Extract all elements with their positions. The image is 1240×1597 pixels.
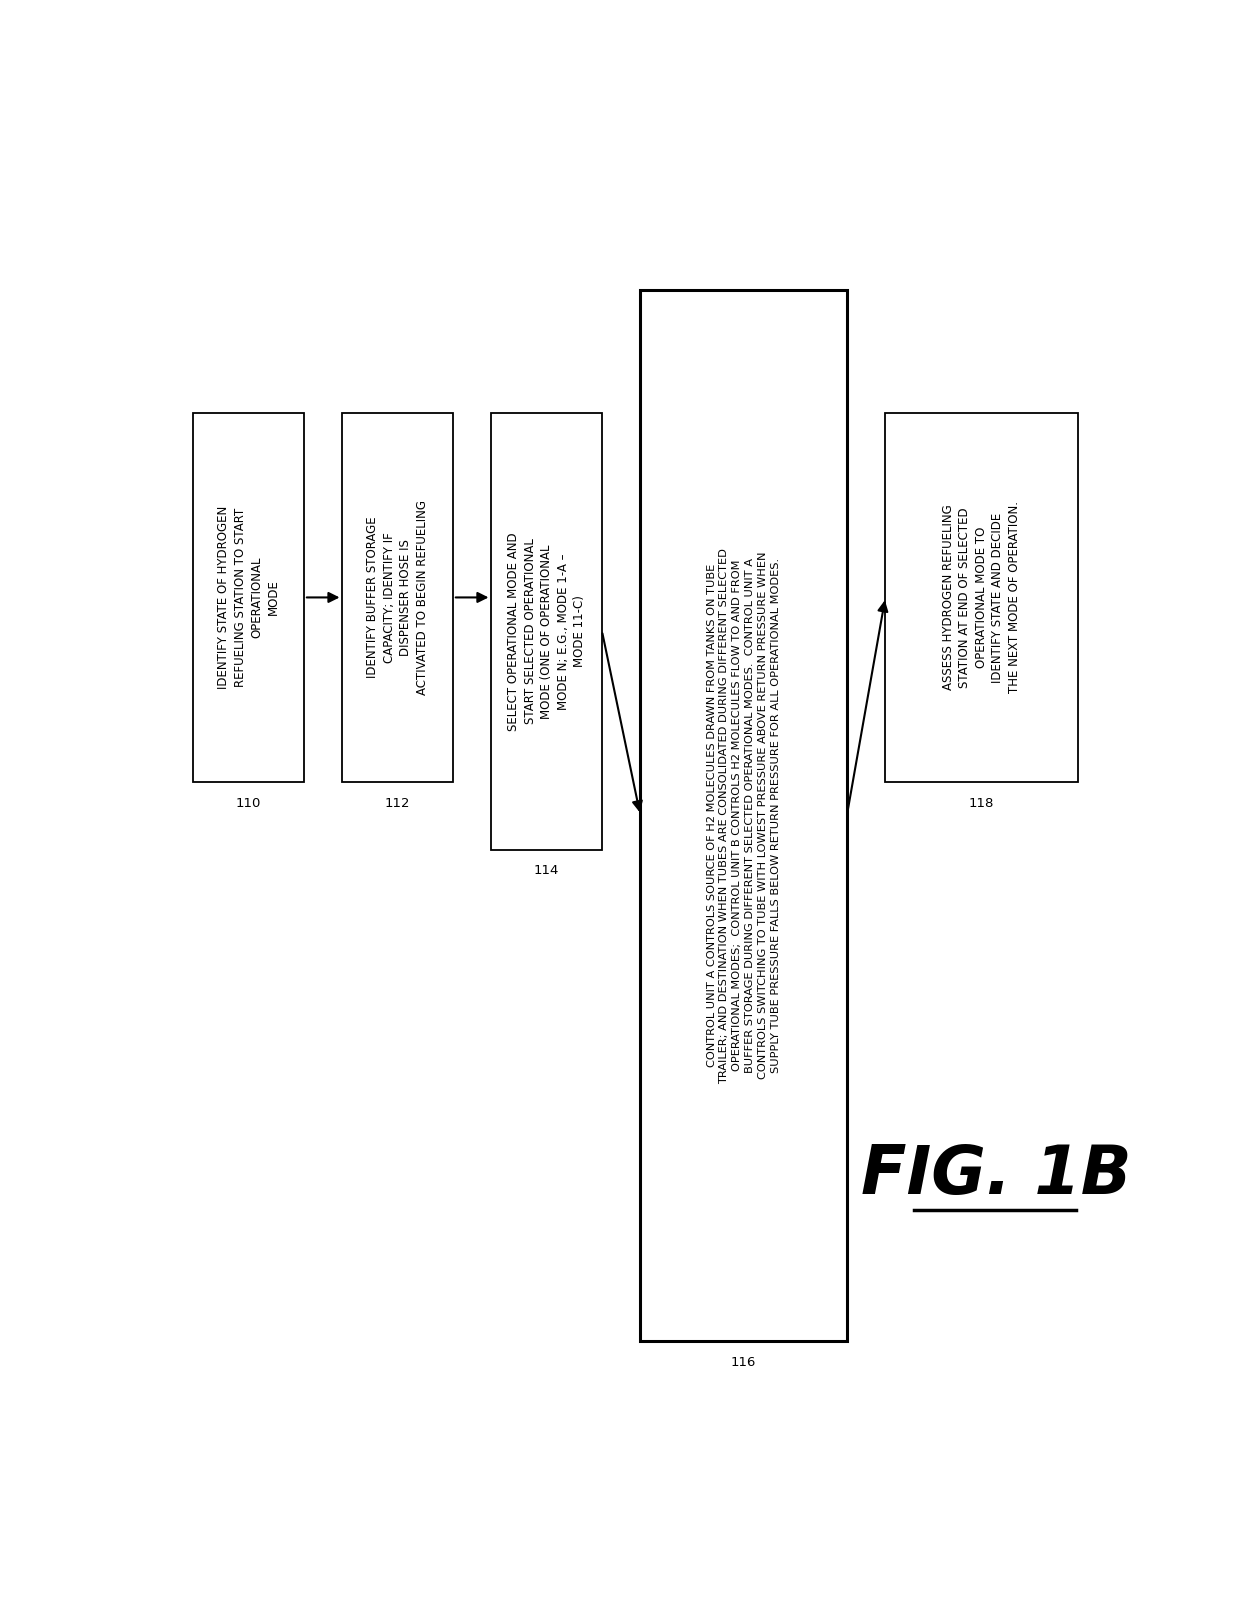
FancyBboxPatch shape [342,414,453,783]
Text: IDENTIFY STATE OF HYDROGEN
REFUELING STATION TO START
OPERATIONAL
MODE: IDENTIFY STATE OF HYDROGEN REFUELING STA… [217,506,280,688]
FancyBboxPatch shape [193,414,304,783]
Text: FIG. 1B: FIG. 1B [861,1142,1131,1209]
Text: SELECT OPERATIONAL MODE AND
START SELECTED OPERATIONAL
MODE (ONE OF OPERATIONAL
: SELECT OPERATIONAL MODE AND START SELECT… [507,532,587,730]
Text: 114: 114 [534,864,559,877]
Text: 118: 118 [968,797,994,810]
FancyBboxPatch shape [491,414,601,850]
Text: 116: 116 [730,1356,756,1369]
Text: 112: 112 [384,797,410,810]
FancyBboxPatch shape [640,291,847,1341]
Text: 110: 110 [236,797,262,810]
Text: ASSESS HYDROGEN REFUELING
STATION AT END OF SELECTED
OPERATIONAL MODE TO
IDENTIF: ASSESS HYDROGEN REFUELING STATION AT END… [942,501,1021,693]
Text: IDENTIFY BUFFER STORAGE
CAPACITY; IDENTIFY IF
DISPENSER HOSE IS
ACTIVATED TO BEG: IDENTIFY BUFFER STORAGE CAPACITY; IDENTI… [366,500,429,695]
FancyBboxPatch shape [885,414,1078,783]
Text: CONTROL UNIT A CONTROLS SOURCE OF H2 MOLECULES DRAWN FROM TANKS ON TUBE
TRAILER;: CONTROL UNIT A CONTROLS SOURCE OF H2 MOL… [707,548,781,1084]
